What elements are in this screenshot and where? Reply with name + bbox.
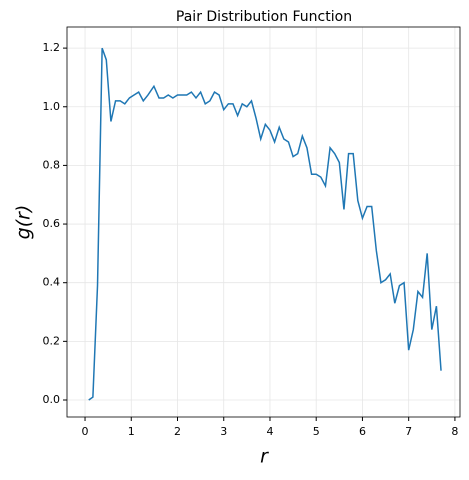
y-tick-label: 0.8 [43, 158, 61, 171]
plot-frame [66, 26, 461, 418]
x-tick-label: 6 [359, 425, 366, 438]
x-tick-label: 4 [266, 425, 273, 438]
x-tick-label: 1 [128, 425, 135, 438]
y-tick-label: 0.0 [43, 393, 61, 406]
x-tick-label: 2 [174, 425, 181, 438]
y-tick-label: 1.0 [43, 100, 61, 113]
x-axis-label: r [260, 446, 269, 468]
x-tick-label: 3 [220, 425, 227, 438]
y-tick-label: 1.2 [43, 41, 61, 54]
data-line [88, 47, 442, 401]
x-tick-label: 8 [451, 425, 458, 438]
y-tick-label: 0.4 [43, 276, 61, 289]
y-tick-label: 0.2 [43, 334, 61, 347]
y-axis-label: g(r) [13, 205, 35, 240]
chart-title: Pair Distribution Function [176, 9, 352, 25]
x-tick-label: 7 [405, 425, 412, 438]
x-tick-label: 0 [82, 425, 89, 438]
x-tick-label: 5 [313, 425, 320, 438]
y-tick-label: 0.6 [43, 217, 61, 230]
